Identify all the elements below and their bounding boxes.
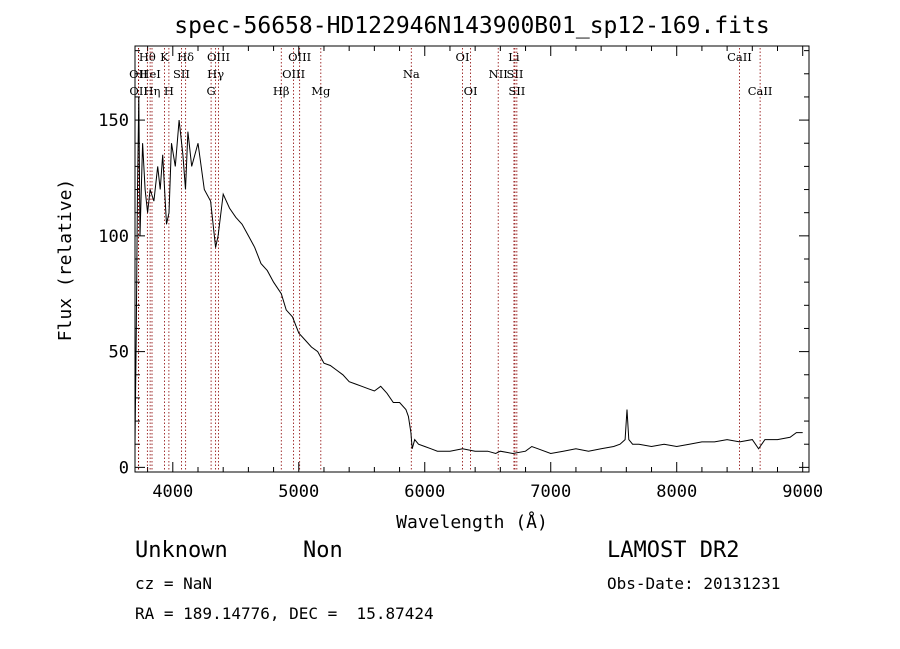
spectrum-series-line <box>134 96 803 455</box>
obs-date: Obs-Date: 20131231 <box>607 574 781 593</box>
plot-frame <box>134 45 810 473</box>
line-marker-label: Hη <box>144 84 161 98</box>
line-marker-label: OIII <box>282 67 305 81</box>
line-marker-label: CaII <box>727 50 752 64</box>
object-subclass: Non <box>303 538 343 563</box>
line-marker-label: NII <box>489 67 508 81</box>
x-tick-label: 6000 <box>404 482 445 502</box>
line-marker-label: SII <box>506 67 523 81</box>
y-tick-label: 150 <box>98 111 129 131</box>
line-marker-label: K <box>160 50 169 64</box>
line-marker-label: Hδ <box>177 50 194 64</box>
x-tick-label: 9000 <box>782 482 823 502</box>
line-marker-label: SII <box>508 84 525 98</box>
survey-name: LAMOST DR2 <box>607 538 740 563</box>
redshift-cz: cz = NaN <box>135 574 213 593</box>
line-marker-label: CaII <box>748 84 773 98</box>
line-marker-label: OI <box>456 50 470 64</box>
line-marker-label: Li <box>508 50 520 64</box>
line-marker-label: OI <box>464 84 478 98</box>
line-marker-label: HeI <box>139 67 160 81</box>
line-marker-label: G <box>206 84 215 98</box>
y-tick-label: 100 <box>98 227 129 247</box>
y-axis-label: Flux (relative) <box>55 179 76 342</box>
y-tick-label: 50 <box>109 343 129 363</box>
x-tick-label: 4000 <box>152 482 193 502</box>
x-axis-label: Wavelength (Å) <box>396 511 548 533</box>
x-tick-label: 5000 <box>278 482 319 502</box>
line-marker-label: Hγ <box>207 67 224 81</box>
object-class: Unknown <box>135 538 228 563</box>
line-marker-label: OII <box>129 84 148 98</box>
ra-dec: RA = 189.14776, DEC = 15.87424 <box>135 604 434 623</box>
line-marker-label: Hθ <box>139 50 156 64</box>
line-marker-label: Mg <box>311 84 331 98</box>
x-tick-label: 8000 <box>656 482 697 502</box>
y-tick-label: 0 <box>119 458 129 478</box>
line-marker-label: Na <box>403 67 420 81</box>
line-marker-label: Hβ <box>273 84 290 98</box>
line-marker-label: H <box>164 84 174 98</box>
chart-title: spec-56658-HD122946N143900B01_sp12-169.f… <box>174 13 769 39</box>
line-marker-label: OIII <box>207 50 230 64</box>
line-marker-label: OIII <box>288 50 311 64</box>
x-tick-label: 7000 <box>530 482 571 502</box>
line-marker-label: SII <box>173 67 190 81</box>
